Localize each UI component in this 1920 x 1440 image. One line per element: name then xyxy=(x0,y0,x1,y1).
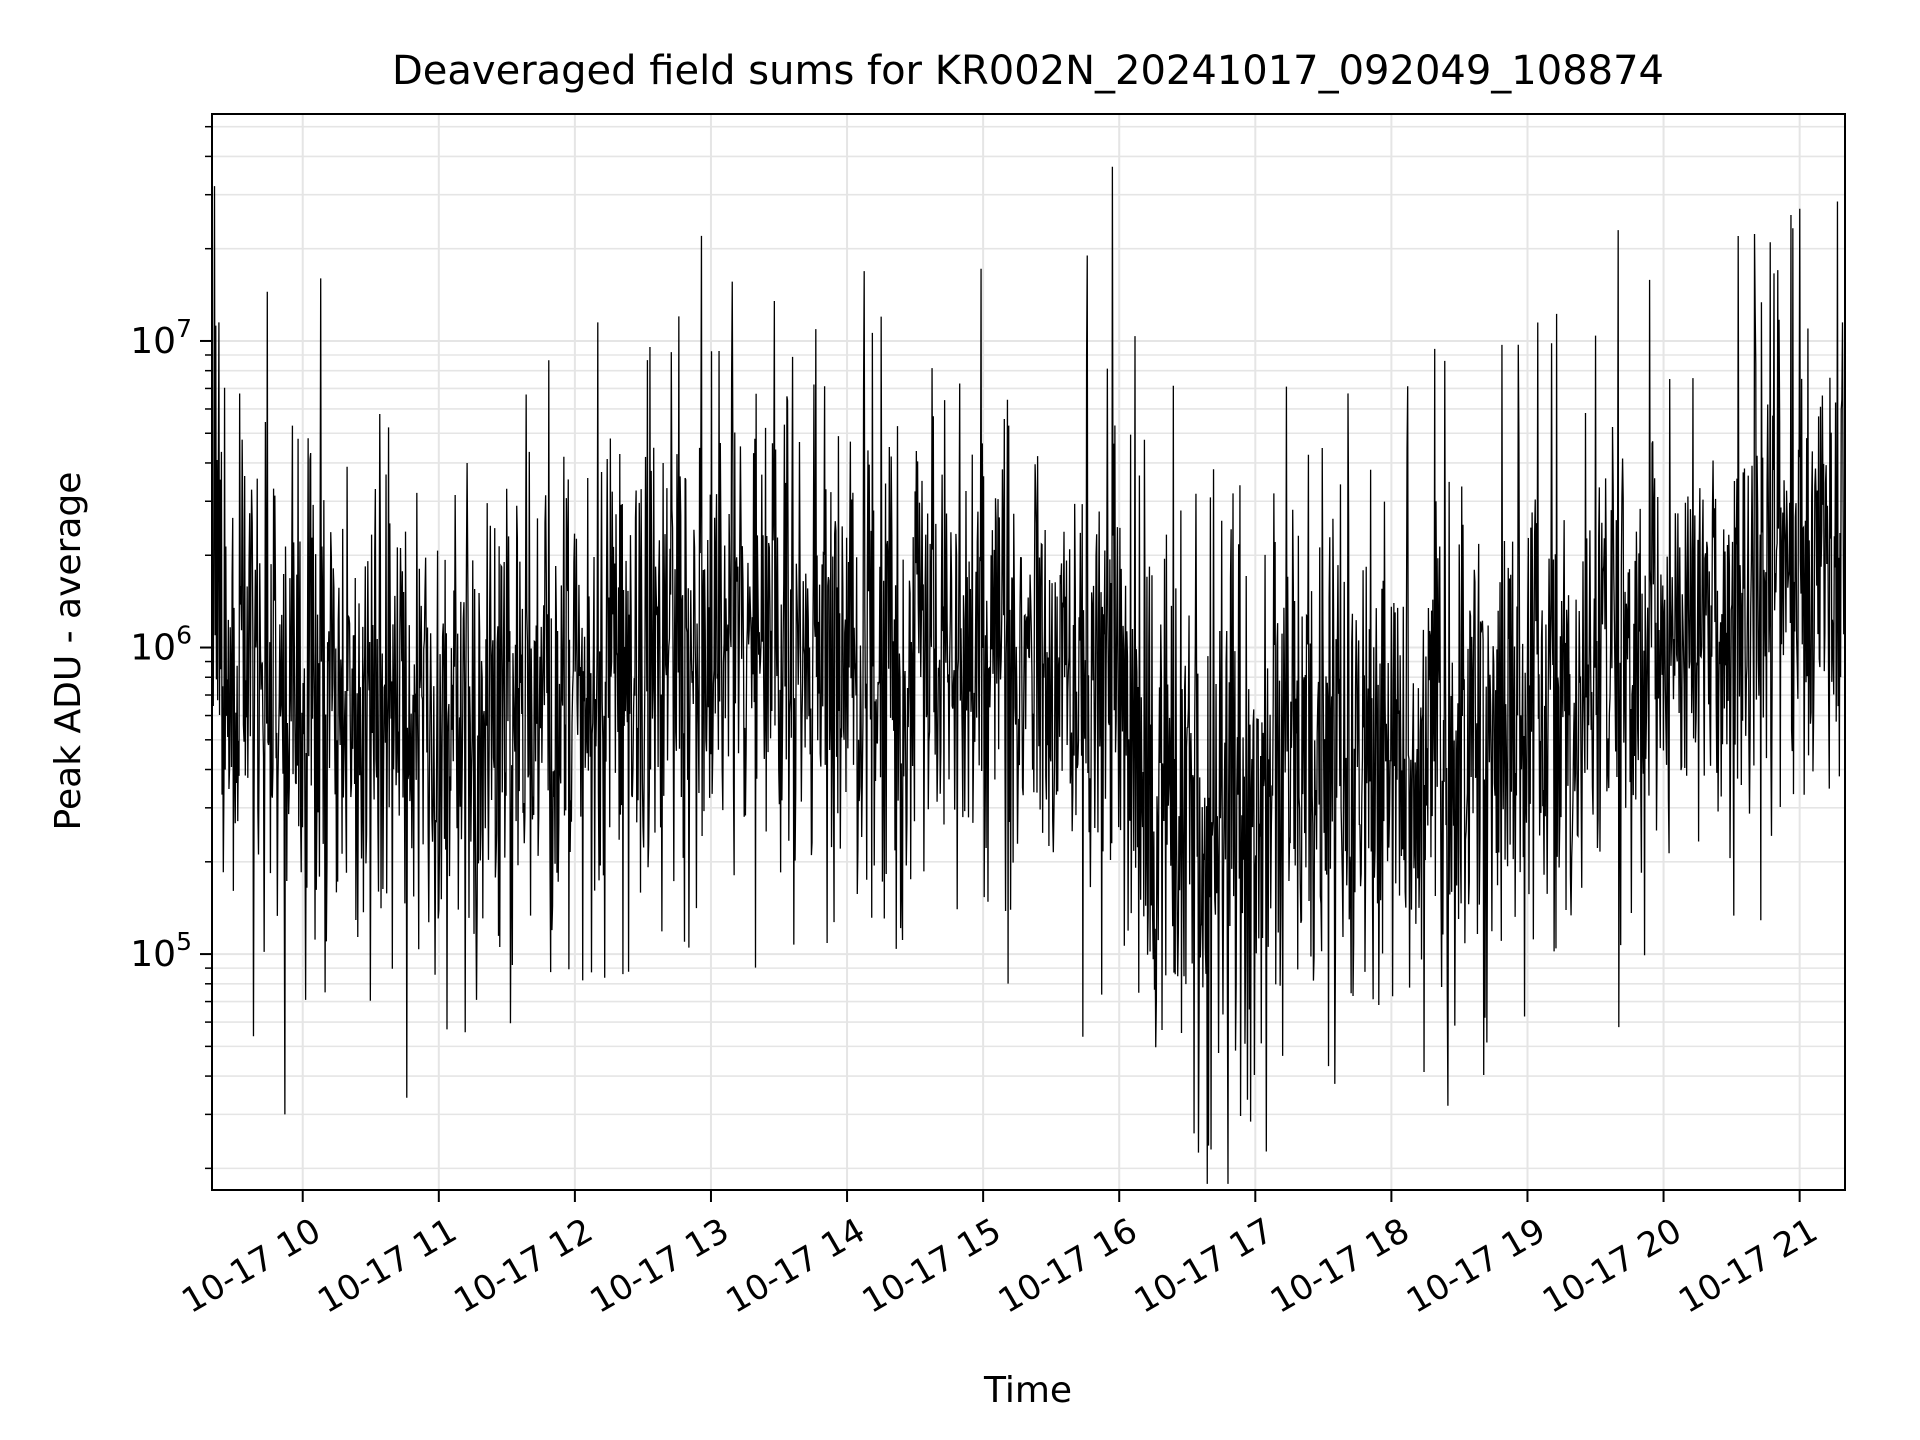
series xyxy=(211,166,1846,1184)
y-axis: 105 106 107 xyxy=(130,125,212,1170)
plot-frame xyxy=(211,113,1846,1191)
series-line xyxy=(211,166,1846,1184)
y-axis-label: Peak ADU - average xyxy=(48,472,89,831)
y-tick-label: 106 xyxy=(130,621,192,669)
y-tick-label: 107 xyxy=(130,314,192,362)
x-axis-label: Time xyxy=(983,1370,1072,1411)
y-tick-label: 105 xyxy=(130,927,192,975)
chart-title: Deaveraged field sums for KR002N_2024101… xyxy=(392,48,1664,94)
